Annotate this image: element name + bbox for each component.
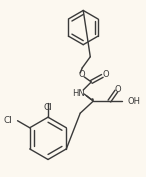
Text: HN: HN xyxy=(72,88,85,98)
Text: O: O xyxy=(102,70,109,79)
Text: OH: OH xyxy=(127,97,140,106)
Text: Cl: Cl xyxy=(4,116,13,125)
Text: O: O xyxy=(114,84,121,93)
Text: O: O xyxy=(79,70,86,79)
Text: Cl: Cl xyxy=(44,103,52,112)
